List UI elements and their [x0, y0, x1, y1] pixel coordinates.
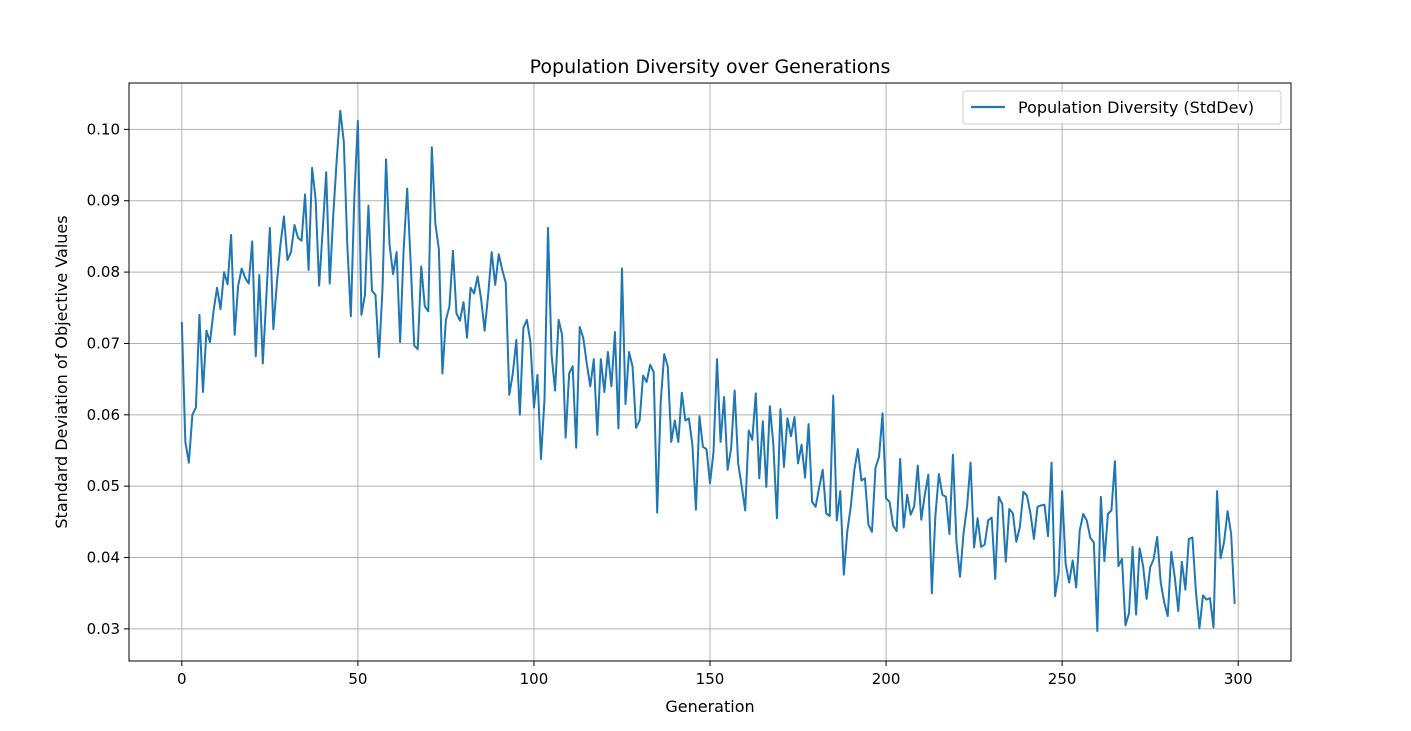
y-tick-label: 0.06 — [87, 406, 120, 424]
legend-entry-label: Population Diversity (StdDev) — [1018, 98, 1254, 117]
y-axis: 0.03 0.04 0.05 0.06 0.07 0.08 0.09 0.10 — [87, 120, 129, 638]
legend-box — [962, 90, 1282, 125]
legend: Population Diversity (StdDev) — [962, 90, 1282, 125]
y-tick-label: 0.05 — [87, 477, 120, 495]
x-axis-label: Generation — [665, 697, 754, 716]
series-line — [180, 109, 1236, 633]
chart-title: Population Diversity over Generations — [530, 56, 891, 78]
x-tick-label: 250 — [1048, 670, 1077, 688]
y-tick-label: 0.04 — [87, 549, 120, 567]
series-layer — [180, 109, 1236, 633]
x-tick-label: 200 — [872, 670, 901, 688]
y-tick-label: 0.09 — [87, 192, 120, 210]
y-tick-label: 0.08 — [87, 263, 120, 281]
x-tick-label: 300 — [1224, 670, 1253, 688]
y-axis-label: Standard Deviation of Objective Values — [52, 215, 71, 528]
x-tick-label: 150 — [696, 670, 725, 688]
x-axis: 0 50 100 150 200 250 300 — [177, 661, 1253, 688]
grid — [129, 83, 1291, 661]
x-tick-label: 50 — [348, 670, 367, 688]
y-tick-label: 0.03 — [87, 620, 120, 638]
y-tick-label: 0.10 — [87, 120, 120, 138]
x-tick-label: 0 — [177, 670, 187, 688]
x-tick-label: 100 — [520, 670, 549, 688]
y-tick-label: 0.07 — [87, 334, 120, 352]
